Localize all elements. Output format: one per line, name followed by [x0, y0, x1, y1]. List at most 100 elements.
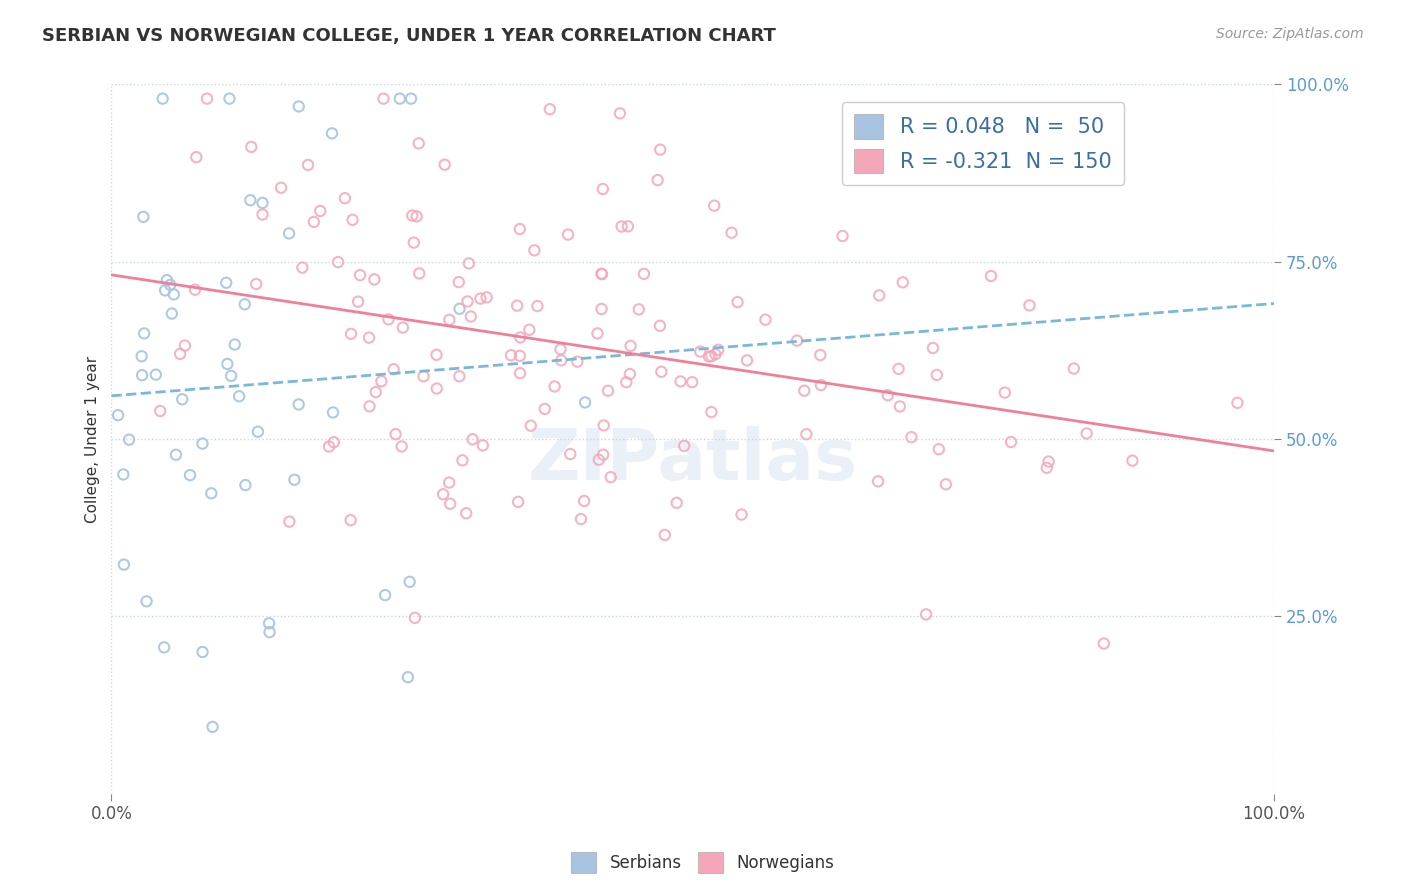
Point [1063, 361, 1085, 376]
Point [509, 349, 531, 363]
Point [994, 385, 1017, 400]
Point [461, 432, 484, 446]
Point [401, 209, 423, 223]
Point [398, 574, 420, 589]
Point [533, 401, 555, 416]
Point [349, 268, 371, 282]
Point [402, 235, 425, 250]
Point [160, 307, 183, 321]
Point [609, 106, 631, 120]
Point [339, 513, 361, 527]
Point [572, 494, 595, 508]
Point [526, 299, 548, 313]
Point [925, 368, 948, 382]
Point [219, 368, 242, 383]
Point [408, 136, 430, 151]
Point [156, 273, 179, 287]
Point [191, 645, 214, 659]
Point [550, 353, 572, 368]
Point [233, 297, 256, 311]
Point [347, 294, 370, 309]
Point [112, 558, 135, 572]
Point [786, 334, 808, 348]
Point [1226, 396, 1249, 410]
Point [404, 611, 426, 625]
Point [342, 212, 364, 227]
Point [432, 487, 454, 501]
Point [217, 357, 239, 371]
Point [302, 215, 325, 229]
Point [704, 347, 727, 361]
Point [460, 310, 482, 324]
Point [1121, 453, 1143, 467]
Point [131, 349, 153, 363]
Text: Source: ZipAtlas.com: Source: ZipAtlas.com [1216, 27, 1364, 41]
Point [922, 341, 945, 355]
Point [426, 382, 449, 396]
Point [396, 670, 419, 684]
Point [650, 365, 672, 379]
Point [935, 477, 957, 491]
Point [669, 375, 692, 389]
Legend: Serbians, Norwegians: Serbians, Norwegians [565, 846, 841, 880]
Point [447, 275, 470, 289]
Point [439, 497, 461, 511]
Point [1018, 298, 1040, 312]
Point [134, 326, 156, 341]
Point [599, 470, 621, 484]
Point [259, 625, 281, 640]
Point [228, 389, 250, 403]
Point [520, 418, 543, 433]
Point [191, 436, 214, 450]
Point [425, 348, 447, 362]
Point [509, 366, 531, 380]
Point [506, 299, 529, 313]
Point [700, 349, 723, 363]
Point [322, 405, 344, 419]
Point [252, 195, 274, 210]
Point [876, 388, 898, 402]
Point [131, 368, 153, 383]
Point [471, 438, 494, 452]
Point [1000, 435, 1022, 450]
Point [291, 260, 314, 275]
Point [405, 210, 427, 224]
Point [557, 227, 579, 242]
Point [374, 588, 396, 602]
Point [439, 313, 461, 327]
Point [588, 452, 610, 467]
Point [278, 515, 301, 529]
Point [399, 92, 422, 106]
Point [509, 222, 531, 236]
Point [145, 368, 167, 382]
Point [278, 227, 301, 241]
Point [449, 369, 471, 384]
Point [135, 594, 157, 608]
Point [619, 367, 641, 381]
Point [543, 379, 565, 393]
Point [257, 616, 280, 631]
Point [887, 361, 910, 376]
Point [619, 339, 641, 353]
Point [991, 158, 1014, 172]
Point [451, 453, 474, 467]
Point [648, 318, 671, 333]
Point [868, 475, 890, 489]
Point [470, 292, 492, 306]
Point [754, 312, 776, 326]
Point [591, 301, 613, 316]
Point [915, 607, 938, 622]
Point [321, 126, 343, 140]
Point [169, 347, 191, 361]
Point [574, 395, 596, 409]
Point [596, 384, 619, 398]
Point [357, 331, 380, 345]
Point [195, 92, 218, 106]
Point [586, 326, 609, 341]
Point [186, 150, 208, 164]
Point [1092, 636, 1115, 650]
Point [735, 353, 758, 368]
Point [730, 508, 752, 522]
Point [727, 295, 749, 310]
Point [567, 354, 589, 368]
